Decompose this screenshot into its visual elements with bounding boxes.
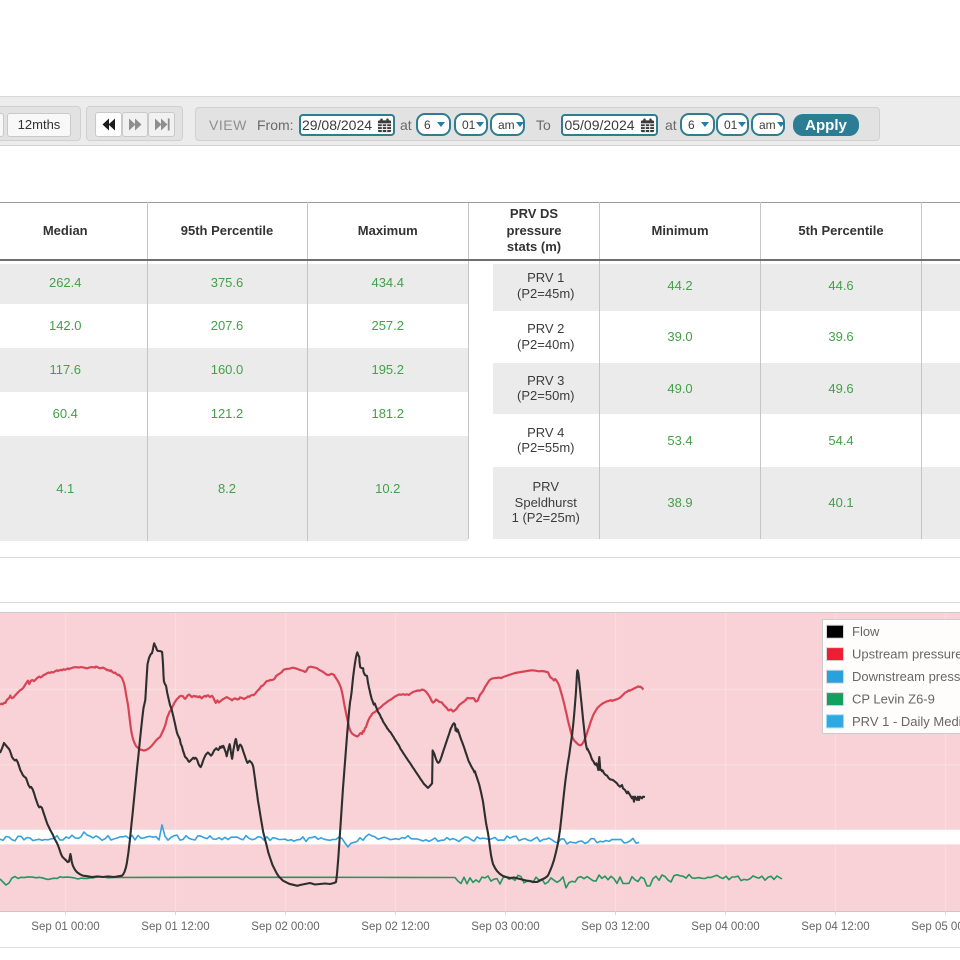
svg-text:Sep 05 00:00: Sep 05 00:00 [911, 921, 960, 933]
svg-text:Sep 01 00:00: Sep 01 00:00 [31, 921, 99, 933]
svg-text:Sep 01 12:00: Sep 01 12:00 [141, 921, 209, 933]
svg-text:Sep 04 12:00: Sep 04 12:00 [801, 921, 869, 933]
svg-text:Sep 02 12:00: Sep 02 12:00 [361, 921, 429, 933]
svg-text:Sep 03 00:00: Sep 03 00:00 [471, 921, 539, 933]
svg-text:Downstream pressure: Downstream pressure [852, 669, 960, 684]
svg-text:Sep 04 00:00: Sep 04 00:00 [691, 921, 759, 933]
svg-text:CP Levin Z6-9: CP Levin Z6-9 [852, 692, 935, 707]
svg-text:PRV 1 - Daily Median: PRV 1 - Daily Median [852, 714, 960, 729]
svg-text:Flow: Flow [852, 624, 880, 639]
svg-text:Upstream pressure: Upstream pressure [852, 647, 960, 662]
svg-text:Sep 03 12:00: Sep 03 12:00 [581, 921, 649, 933]
svg-text:Sep 02 00:00: Sep 02 00:00 [251, 921, 319, 933]
